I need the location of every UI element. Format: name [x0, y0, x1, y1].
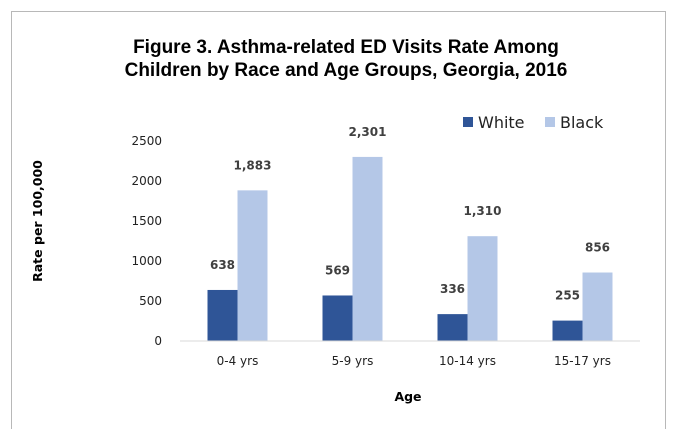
data-label-black-2: 1,310 — [464, 204, 502, 218]
y-tick-label: 1500 — [131, 214, 162, 228]
x-axis-title: Age — [394, 389, 421, 404]
bar-white-3 — [552, 320, 583, 341]
data-label-black-3: 856 — [585, 241, 610, 255]
y-tick-label: 2000 — [131, 174, 162, 188]
data-label-black-1: 2,301 — [349, 125, 387, 139]
legend-swatch-black — [545, 117, 555, 127]
data-label-white-2: 336 — [440, 282, 465, 296]
y-tick-label: 500 — [139, 294, 162, 308]
chart-title-line-2: Children by Race and Age Groups, Georgia… — [125, 60, 568, 81]
x-tick-label: 15-17 yrs — [554, 354, 611, 368]
bar-black-3 — [582, 272, 613, 341]
bar-white-1 — [322, 295, 353, 341]
x-axis-ticks: 0-4 yrs 5-9 yrs 10-14 yrs 15-17 yrs — [217, 354, 611, 368]
bars — [207, 156, 613, 341]
bar-black-0 — [237, 190, 268, 341]
x-tick-label: 0-4 yrs — [217, 354, 259, 368]
y-axis-title: Rate per 100,000 — [30, 160, 45, 282]
chart-title-line-1: Figure 3. Asthma-related ED Visits Rate … — [133, 37, 559, 58]
data-label-black-0: 1,883 — [234, 158, 272, 172]
y-tick-label: 1000 — [131, 254, 162, 268]
data-label-white-0: 638 — [210, 258, 235, 272]
bar-white-0 — [207, 289, 238, 341]
data-label-white-1: 569 — [325, 263, 350, 277]
data-label-white-3: 255 — [555, 289, 580, 303]
legend: White Black — [463, 113, 604, 132]
x-tick-label: 10-14 yrs — [439, 354, 496, 368]
y-axis-ticks: 0 500 1000 1500 2000 2500 — [131, 134, 162, 348]
y-tick-label: 0 — [154, 334, 162, 348]
bar-white-2 — [437, 314, 468, 341]
y-tick-label: 2500 — [131, 134, 162, 148]
legend-label-black: Black — [560, 113, 604, 132]
x-tick-label: 5-9 yrs — [332, 354, 374, 368]
legend-swatch-white — [463, 117, 473, 127]
chart-frame — [11, 11, 666, 429]
legend-label-white: White — [478, 113, 525, 132]
data-labels: 638 1,883 569 2,301 336 1,310 255 856 — [210, 125, 610, 303]
bar-black-2 — [467, 236, 498, 341]
bar-black-1 — [352, 156, 383, 341]
